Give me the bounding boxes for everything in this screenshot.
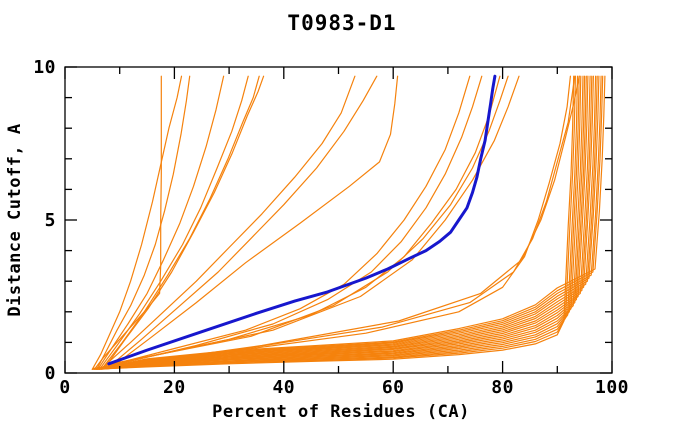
model-curve — [97, 75, 587, 370]
model-curve — [96, 75, 595, 370]
x-tick-label: 60 — [382, 377, 405, 398]
y-axis-label: Distance Cutoff, A — [5, 123, 25, 316]
model-curve — [101, 75, 576, 369]
model-curve — [92, 75, 591, 370]
x-tick-label: 40 — [272, 377, 295, 398]
model-curve — [102, 75, 356, 368]
model-curve — [98, 75, 597, 370]
model-curve — [98, 75, 249, 370]
model-curve — [94, 75, 586, 370]
model-curve — [102, 75, 471, 368]
model-curve — [99, 75, 589, 370]
model-curve — [105, 75, 483, 368]
model-curve — [93, 75, 600, 369]
model-curve — [91, 75, 183, 370]
highlighted-model-curve — [107, 74, 497, 366]
model-curve — [108, 75, 378, 368]
chart-title: T0983-D1 — [287, 11, 396, 35]
model-curve — [101, 75, 260, 369]
model-curve — [113, 75, 520, 365]
model-curve — [95, 75, 602, 369]
model-curve — [97, 75, 225, 370]
tick-labels: 0 20 40 60 80 100 0 5 10 — [33, 57, 629, 398]
model-curve — [93, 75, 577, 370]
model-curve — [96, 75, 579, 370]
x-axis-label: Percent of Residues (CA) — [212, 402, 470, 422]
x-tick-label: 100 — [595, 377, 629, 398]
model-curve — [99, 75, 606, 369]
model-curve — [108, 75, 501, 366]
model-curve — [98, 75, 580, 370]
model-curve — [96, 75, 191, 370]
y-tick-label: 0 — [45, 363, 56, 384]
y-tick-label: 5 — [45, 210, 56, 231]
y-tick-label: 10 — [33, 57, 56, 78]
x-tick-label: 80 — [491, 377, 514, 398]
model-curve — [100, 75, 582, 370]
x-tick-label: 0 — [59, 377, 70, 398]
model-curve — [94, 75, 593, 370]
x-tick-label: 20 — [163, 377, 186, 398]
model-curve — [110, 75, 509, 365]
model-curve — [97, 75, 604, 369]
curves-layer — [91, 74, 606, 370]
axis-ticks — [64, 66, 613, 374]
model-curve — [99, 75, 572, 369]
model-curve — [113, 75, 399, 366]
model-curve — [100, 75, 598, 369]
model-curve — [102, 75, 580, 369]
model-curve — [92, 75, 584, 370]
model-curve — [103, 75, 265, 369]
model-curve — [91, 75, 575, 370]
